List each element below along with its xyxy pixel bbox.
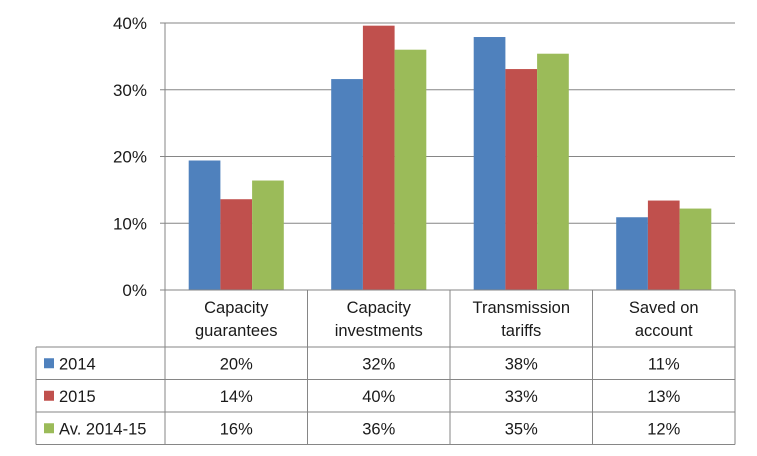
y-tick-label: 40% xyxy=(113,14,147,33)
data-label: 13% xyxy=(647,388,680,406)
y-tick-label: 30% xyxy=(113,81,147,100)
legend-label: 2014 xyxy=(59,355,96,373)
y-tick-label: 20% xyxy=(113,148,147,167)
category-label: Capacity xyxy=(204,299,269,317)
y-tick-label: 10% xyxy=(113,214,147,233)
data-label: 14% xyxy=(220,388,253,406)
legend-label: 2015 xyxy=(59,388,96,406)
category-label: guarantees xyxy=(195,322,278,340)
legend-key xyxy=(44,423,54,434)
category-label: Capacity xyxy=(347,299,412,317)
legend-key xyxy=(44,390,54,401)
bar-av-2014-15 xyxy=(394,49,427,291)
legend-label: Av. 2014-15 xyxy=(59,420,146,438)
category-label: tariffs xyxy=(501,322,541,340)
bar-2015 xyxy=(647,200,680,290)
bar-av-2014-15 xyxy=(679,208,712,290)
bar-2015 xyxy=(505,69,538,291)
data-label: 32% xyxy=(362,355,395,373)
category-label: account xyxy=(635,322,693,340)
bar-av-2014-15 xyxy=(252,180,284,290)
bar-av-2014-15 xyxy=(537,53,569,290)
y-tick-label: 0% xyxy=(122,281,147,300)
data-label: 16% xyxy=(220,420,253,438)
data-label: 35% xyxy=(505,420,538,438)
bar-2014 xyxy=(473,37,506,290)
legend-key xyxy=(44,358,54,369)
bar-2015 xyxy=(220,199,253,290)
bar-2014 xyxy=(616,217,648,290)
data-label: 40% xyxy=(362,388,395,406)
category-label: Transmission xyxy=(473,299,571,317)
data-label: 38% xyxy=(505,355,538,373)
bar-2015 xyxy=(362,25,395,290)
data-label: 36% xyxy=(362,420,395,438)
data-label: 12% xyxy=(647,420,680,438)
data-label: 20% xyxy=(220,355,253,373)
data-label: 11% xyxy=(648,355,680,373)
data-label: 33% xyxy=(505,388,538,406)
bar-2014 xyxy=(188,160,221,290)
category-label: investments xyxy=(335,322,423,340)
bar-2014 xyxy=(331,79,363,290)
category-label: Saved on xyxy=(629,299,699,317)
